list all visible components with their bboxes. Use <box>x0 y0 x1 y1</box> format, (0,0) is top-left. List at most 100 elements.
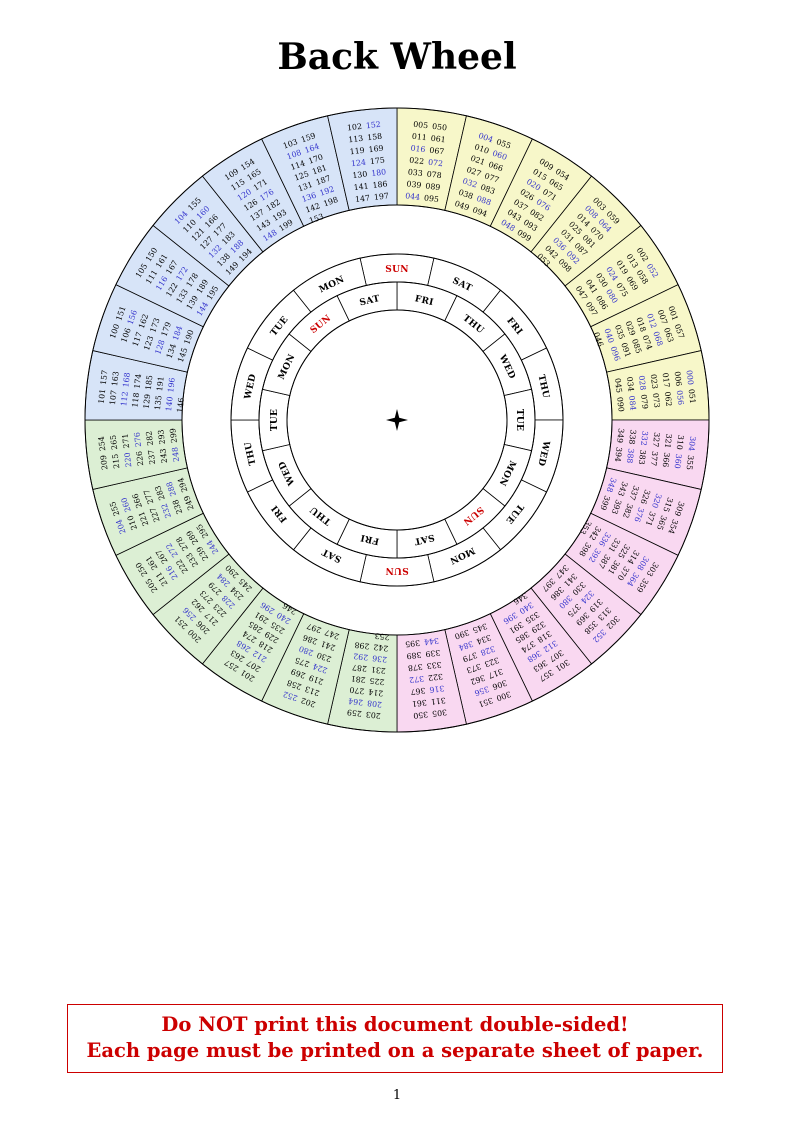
year-label: 270 <box>349 685 365 696</box>
year-label: 039 <box>406 179 422 190</box>
day-label: TUE <box>514 409 524 431</box>
year-label: 208 <box>367 698 383 709</box>
year-label: 271 <box>121 433 132 449</box>
year-label: 293 <box>156 429 167 445</box>
year-label: 050 <box>432 122 448 133</box>
year-label: 045 <box>613 378 624 394</box>
year-label: 360 <box>673 453 684 469</box>
year-label: 112 <box>119 391 130 407</box>
day-label: TUE <box>270 409 280 431</box>
day-label: FRI <box>360 532 381 546</box>
year-label: 299 <box>168 428 179 444</box>
year-label: 011 <box>411 132 427 143</box>
year-label: 180 <box>371 167 387 178</box>
year-label: 174 <box>133 373 144 389</box>
year-label: 102 <box>347 122 363 133</box>
year-label: 118 <box>130 392 141 408</box>
year-label: 084 <box>627 395 638 411</box>
year-label: 372 <box>409 674 425 685</box>
year-label: 339 <box>425 648 441 659</box>
year-label: 338 <box>627 429 638 445</box>
page-title: Back Wheel <box>277 36 517 78</box>
year-label: 203 <box>365 710 381 721</box>
year-label: 129 <box>142 393 153 409</box>
year-label: 135 <box>153 395 164 411</box>
year-label: 079 <box>639 394 650 410</box>
year-label: 298 <box>354 640 370 651</box>
year-label: 062 <box>663 391 674 407</box>
year-label: 056 <box>675 390 686 406</box>
year-label: 095 <box>424 193 440 204</box>
year-label: 327 <box>651 432 662 448</box>
year-label: 259 <box>347 708 363 719</box>
year-label: 367 <box>410 686 426 697</box>
year-label: 292 <box>353 651 369 662</box>
year-label: 276 <box>132 432 143 448</box>
year-label: 389 <box>406 650 422 661</box>
year-label: 225 <box>369 676 385 687</box>
year-label: 322 <box>428 672 444 683</box>
year-label: 231 <box>370 665 386 676</box>
year-label: 169 <box>368 144 384 155</box>
day-cell-label-group: SAT <box>413 532 435 546</box>
year-label: 395 <box>405 638 421 649</box>
year-label: 101 <box>97 388 108 404</box>
year-label: 394 <box>613 447 624 463</box>
year-label: 017 <box>661 372 672 388</box>
year-label: 378 <box>407 662 423 673</box>
year-label: 316 <box>429 684 445 695</box>
year-label: 158 <box>367 132 383 143</box>
year-label: 130 <box>352 170 368 181</box>
year-label: 361 <box>411 698 427 709</box>
year-label: 349 <box>615 428 626 444</box>
year-label: 253 <box>374 631 390 642</box>
year-label: 072 <box>428 158 444 169</box>
ring-outline <box>84 107 710 733</box>
year-label: 090 <box>615 396 626 412</box>
year-label: 152 <box>365 120 381 131</box>
year-label: 333 <box>426 660 442 671</box>
year-label: 022 <box>409 155 425 166</box>
ring-outline <box>181 204 613 636</box>
year-label: 061 <box>430 134 446 145</box>
year-label: 113 <box>348 134 364 145</box>
ring-outline <box>230 253 564 587</box>
year-label: 197 <box>373 191 389 202</box>
day-cell-label-group: SUN <box>385 265 408 275</box>
day-cell-label-group: SAT <box>359 294 381 308</box>
year-label: 107 <box>108 390 119 406</box>
year-label: 028 <box>637 375 648 391</box>
year-label: 089 <box>425 181 441 192</box>
day-cell-label-group: FRI <box>414 294 435 308</box>
year-label: 141 <box>353 181 369 192</box>
back-wheel-diagram: 005 011 016 022 033 039 044 050 061 067 072 078 089 0… <box>83 106 711 734</box>
year-label: 023 <box>649 374 660 390</box>
ring-outline <box>258 281 536 559</box>
year-label: 034 <box>625 376 636 392</box>
year-label: 146 <box>175 397 186 413</box>
year-label: 237 <box>147 449 158 465</box>
year-label: 310 <box>675 434 686 450</box>
year-label: 383 <box>637 449 648 465</box>
year-label: 005 <box>413 120 429 131</box>
year-label: 236 <box>372 654 388 665</box>
year-label: 243 <box>158 448 169 464</box>
day-label: FRI <box>414 294 435 308</box>
year-label: 016 <box>410 144 426 155</box>
year-label: 305 <box>432 708 448 719</box>
day-cell-label-group: FRI <box>360 532 381 546</box>
year-label: 287 <box>352 663 368 674</box>
year-sector-labels: 209 215 220 226 237 243 248 254 265 271 276 282 293 2… <box>97 428 181 471</box>
year-label: 119 <box>349 146 365 157</box>
year-label: 078 <box>426 170 442 181</box>
year-label: 311 <box>430 696 446 707</box>
day-label: SUN <box>385 265 408 275</box>
year-label: 124 <box>351 158 367 169</box>
year-label: 304 <box>687 436 698 452</box>
year-label: 254 <box>97 436 108 452</box>
year-label: 140 <box>164 396 175 412</box>
year-label: 282 <box>144 430 155 446</box>
